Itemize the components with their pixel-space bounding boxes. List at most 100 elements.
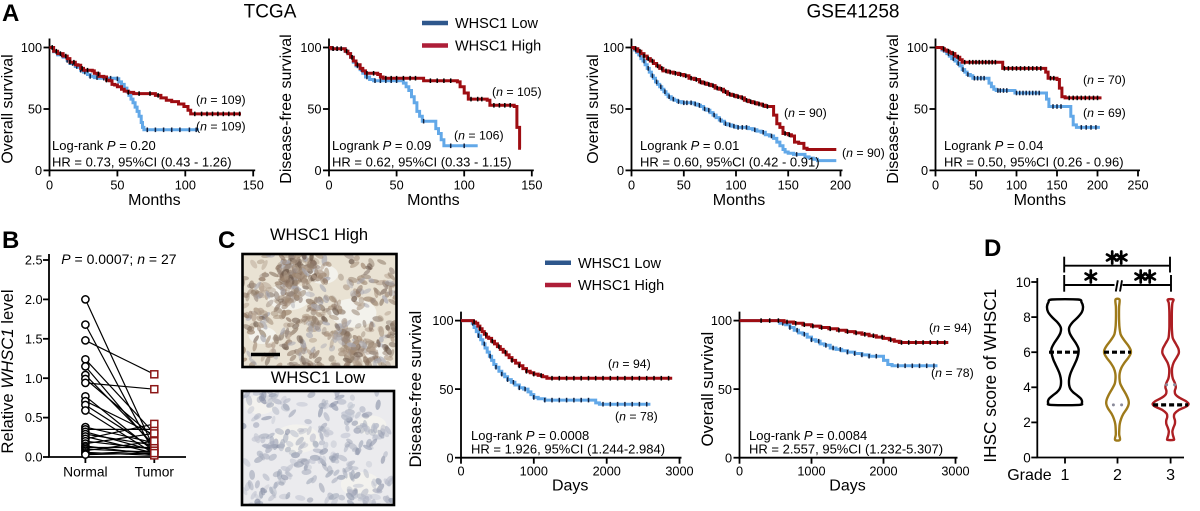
svg-text:C: C [218, 227, 235, 254]
svg-text:50: 50 [307, 103, 321, 117]
svg-text:100: 100 [907, 41, 928, 55]
svg-text:1000: 1000 [520, 465, 548, 479]
svg-text:B: B [2, 227, 19, 254]
svg-text:(n = 90): (n = 90) [842, 146, 885, 160]
svg-text:P = 0.0007; n = 27: P = 0.0007; n = 27 [61, 251, 176, 267]
svg-text:0.5: 0.5 [25, 411, 43, 425]
svg-text:0.0: 0.0 [25, 451, 43, 465]
svg-text:2.5: 2.5 [25, 254, 43, 268]
svg-text:Logrank P = 0.01: Logrank P = 0.01 [640, 138, 739, 153]
svg-text:1.0: 1.0 [25, 372, 43, 386]
svg-text:0: 0 [457, 465, 464, 479]
svg-text:50: 50 [390, 179, 404, 193]
svg-text:Log-rank P = 0.20: Log-rank P = 0.20 [52, 138, 156, 153]
svg-text:Months: Months [1014, 192, 1066, 209]
svg-text:D: D [984, 235, 1001, 262]
svg-text:Normal: Normal [63, 465, 107, 480]
svg-text:(n = 106): (n = 106) [454, 129, 504, 143]
svg-text:100: 100 [175, 179, 196, 193]
svg-text:200: 200 [1087, 179, 1108, 193]
svg-text:0: 0 [932, 179, 939, 193]
svg-text:WHSC1 Low: WHSC1 Low [271, 369, 366, 387]
svg-text:WHSC1 Low: WHSC1 Low [455, 16, 539, 32]
svg-text:Log-rank P = 0.0084: Log-rank P = 0.0084 [749, 428, 867, 443]
svg-text:Months: Months [128, 192, 180, 209]
svg-text:Relative WHSC1 level: Relative WHSC1 level [0, 289, 17, 453]
svg-text:2000: 2000 [869, 465, 897, 479]
svg-text:100: 100 [21, 41, 42, 55]
svg-text:100: 100 [432, 314, 453, 328]
svg-text:150: 150 [243, 179, 264, 193]
svg-text:Log-rank P = 0.0008: Log-rank P = 0.0008 [471, 428, 589, 443]
svg-text:GSE41258: GSE41258 [807, 2, 900, 23]
svg-text:(n = 94): (n = 94) [608, 357, 651, 371]
svg-text:100: 100 [300, 41, 321, 55]
svg-text:Months: Months [407, 192, 459, 209]
svg-text:(n = 109): (n = 109) [196, 93, 246, 107]
svg-text:WHSC1 High: WHSC1 High [270, 226, 368, 244]
svg-text:2: 2 [1113, 467, 1122, 484]
svg-text:Logrank P = 0.09: Logrank P = 0.09 [332, 138, 431, 153]
svg-text:3: 3 [1166, 467, 1175, 484]
svg-text:0: 0 [628, 179, 635, 193]
svg-text:(n = 69): (n = 69) [1083, 106, 1126, 120]
svg-text:50: 50 [28, 103, 42, 117]
svg-text:HR = 0.73, 95%CI (0.43 - 1.26): HR = 0.73, 95%CI (0.43 - 1.26) [52, 155, 232, 170]
svg-text:Days: Days [552, 477, 588, 494]
svg-text:HR = 0.50, 95%CI (0.26 - 0.96): HR = 0.50, 95%CI (0.26 - 0.96) [944, 155, 1124, 170]
svg-text:HR = 2.557, 95%CI (1.232-5.307: HR = 2.557, 95%CI (1.232-5.307) [749, 442, 943, 457]
svg-text:50: 50 [110, 179, 124, 193]
svg-text:50: 50 [439, 383, 453, 397]
svg-text:100: 100 [725, 179, 746, 193]
svg-text:IHSC score of WHSC1: IHSC score of WHSC1 [980, 289, 1000, 463]
svg-text:HR = 1.926, 95%CI (1.244-2.984: HR = 1.926, 95%CI (1.244-2.984) [471, 442, 665, 457]
svg-text:6: 6 [1023, 345, 1031, 360]
svg-text:Days: Days [829, 477, 865, 494]
svg-text:0: 0 [1023, 450, 1031, 465]
svg-text:3000: 3000 [941, 465, 969, 479]
svg-text:50: 50 [914, 103, 928, 117]
svg-text:0: 0 [617, 164, 624, 178]
svg-text:(n = 109): (n = 109) [196, 120, 246, 134]
svg-text:0: 0 [446, 451, 453, 465]
svg-text:8: 8 [1023, 310, 1031, 325]
svg-text:250: 250 [1127, 179, 1148, 193]
svg-text:0: 0 [314, 164, 321, 178]
svg-text:(n = 78): (n = 78) [931, 366, 974, 380]
svg-text:150: 150 [1046, 179, 1067, 193]
svg-text:150: 150 [778, 179, 799, 193]
svg-text:Disease-free survival: Disease-free survival [406, 311, 425, 468]
svg-text:(n = 78): (n = 78) [615, 410, 658, 424]
svg-text:50: 50 [718, 383, 732, 397]
svg-text:Overall survival: Overall survival [698, 332, 717, 447]
svg-text:1: 1 [1061, 467, 1070, 484]
svg-text:(n = 70): (n = 70) [1083, 73, 1126, 87]
svg-text:50: 50 [677, 179, 691, 193]
svg-text:WHSC1 High: WHSC1 High [578, 278, 664, 294]
svg-text:0: 0 [725, 451, 732, 465]
svg-text:Tumor: Tumor [135, 465, 175, 480]
svg-text:100: 100 [603, 41, 624, 55]
svg-text:Disease-free survival: Disease-free survival [278, 34, 295, 183]
svg-text:0: 0 [46, 179, 53, 193]
svg-text:(n = 94): (n = 94) [929, 321, 972, 335]
svg-text:3000: 3000 [665, 465, 693, 479]
svg-text:Logrank P = 0.04: Logrank P = 0.04 [944, 138, 1043, 153]
svg-text:Months: Months [713, 192, 765, 209]
svg-text:100: 100 [454, 179, 475, 193]
svg-text:WHSC1 High: WHSC1 High [455, 39, 541, 55]
svg-text:(n = 105): (n = 105) [492, 85, 542, 99]
svg-text:4: 4 [1023, 380, 1031, 395]
svg-text:(n = 90): (n = 90) [784, 106, 827, 120]
svg-text:0: 0 [736, 465, 743, 479]
svg-text:1000: 1000 [797, 465, 825, 479]
svg-text:Overall survival: Overall survival [585, 54, 602, 163]
svg-text:A: A [2, 0, 19, 27]
svg-text:0: 0 [325, 179, 332, 193]
svg-text:WHSC1 Low: WHSC1 Low [578, 256, 662, 272]
svg-text:TCGA: TCGA [244, 2, 297, 23]
svg-text:50: 50 [610, 103, 624, 117]
svg-text:Grade: Grade [1007, 467, 1052, 484]
svg-text:Overall survival: Overall survival [0, 54, 17, 163]
svg-text:0: 0 [35, 164, 42, 178]
